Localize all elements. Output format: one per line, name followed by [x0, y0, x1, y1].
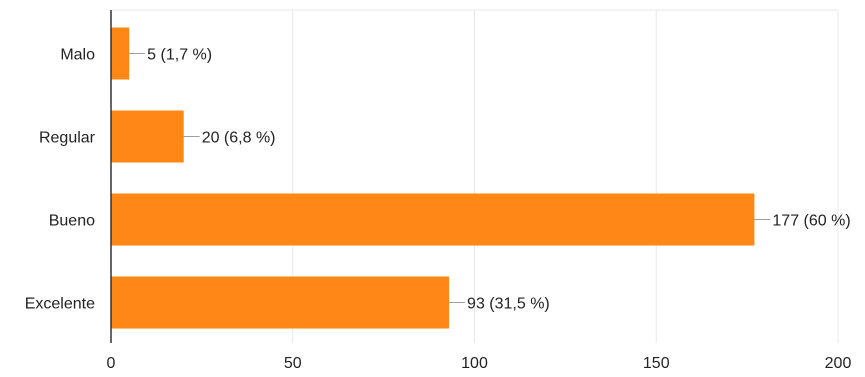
x-tick-label: 50 — [284, 355, 302, 372]
category-label: Bueno — [49, 213, 95, 230]
bar-regular — [111, 110, 184, 163]
data-labels: 5 (1,7 %) 20 (6,8 %) 177 (60 %) 93 (31,5 %) — [147, 47, 850, 313]
data-label: 20 (6,8 %) — [202, 130, 276, 147]
x-tick-label: 100 — [461, 355, 488, 372]
bars — [111, 27, 755, 329]
x-tick-label: 200 — [825, 355, 852, 372]
x-tick-label: 0 — [107, 355, 116, 372]
x-tick-label: 150 — [643, 355, 670, 372]
bar-excelente — [111, 276, 450, 329]
category-labels: Malo Regular Bueno Excelente — [25, 47, 96, 313]
bar-malo — [111, 27, 130, 80]
category-label: Regular — [39, 130, 96, 147]
data-label: 177 (60 %) — [772, 213, 850, 230]
category-label: Malo — [60, 47, 95, 64]
data-label-leaders — [129, 53, 771, 303]
data-label: 5 (1,7 %) — [147, 47, 212, 64]
x-axis-tick-labels: 0 50 100 150 200 — [107, 355, 852, 372]
grid-lines — [110, 9, 839, 343]
category-label: Excelente — [25, 296, 95, 313]
data-label: 93 (31,5 %) — [467, 296, 550, 313]
bar-bueno — [111, 193, 755, 246]
